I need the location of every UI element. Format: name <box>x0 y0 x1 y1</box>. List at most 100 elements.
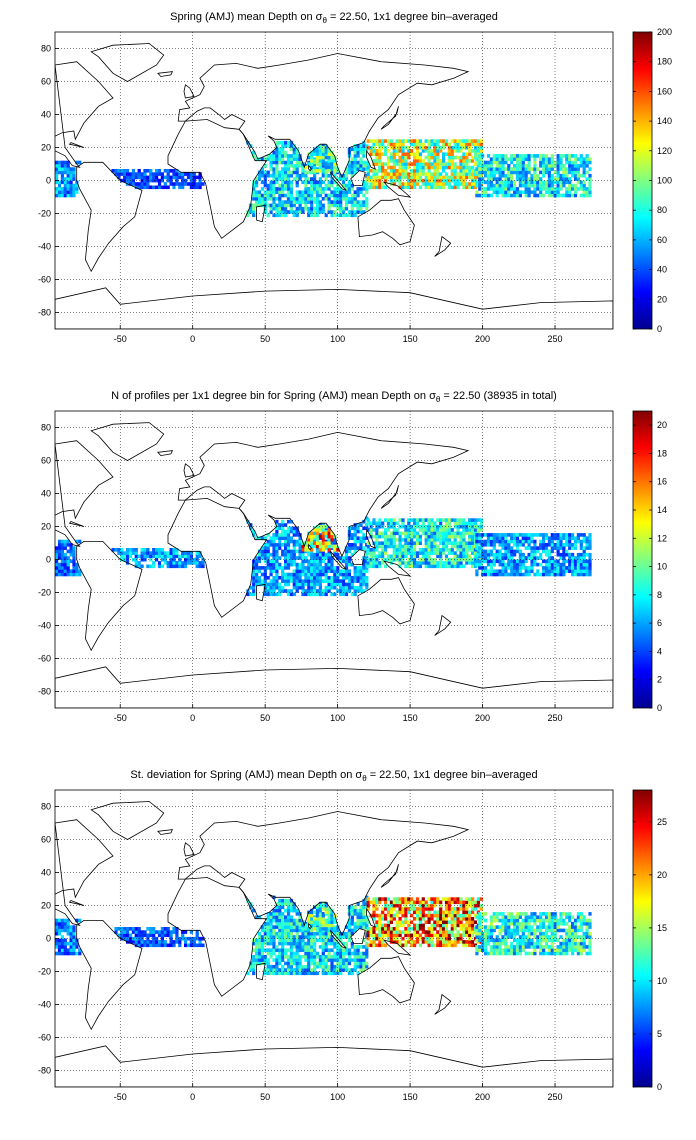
data-cell <box>318 155 322 160</box>
data-cell <box>57 170 62 175</box>
data-cell <box>365 961 369 966</box>
data-cell <box>353 154 357 158</box>
data-cell <box>481 572 485 577</box>
data-cell <box>255 203 259 208</box>
x-tick-label: 0 <box>190 713 195 723</box>
data-cell <box>462 544 466 549</box>
data-cell <box>69 572 73 577</box>
data-cell <box>313 556 317 560</box>
data-cell <box>386 541 391 545</box>
data-cell <box>384 538 388 542</box>
data-cell <box>465 541 469 545</box>
data-cell <box>286 177 291 181</box>
data-cell <box>339 200 343 204</box>
data-cell <box>401 152 405 156</box>
data-cell <box>459 182 463 186</box>
data-cell <box>327 180 331 185</box>
data-cell <box>284 160 288 165</box>
data-cell <box>510 546 514 550</box>
data-cell <box>310 951 314 956</box>
data-cell <box>459 172 463 176</box>
data-cell <box>495 190 499 194</box>
data-cell <box>66 183 70 188</box>
data-cell <box>307 180 311 185</box>
data-cell <box>198 551 202 555</box>
data-cell <box>536 533 540 537</box>
data-cell <box>484 566 488 570</box>
data-cell <box>518 569 522 573</box>
data-cell <box>436 155 440 160</box>
data-cell <box>281 206 285 211</box>
data-cell <box>134 548 138 552</box>
data-cell <box>427 169 431 173</box>
data-cell <box>588 533 592 537</box>
data-cell <box>436 554 440 559</box>
data-cell <box>286 925 291 929</box>
data-cell <box>281 154 285 158</box>
data-cell <box>498 533 502 537</box>
data-cell <box>353 964 357 969</box>
data-cell <box>427 534 431 539</box>
data-cell <box>307 917 311 921</box>
data-cell <box>404 551 408 555</box>
data-cell <box>295 569 299 573</box>
data-cell <box>281 523 285 527</box>
data-cell <box>295 529 299 534</box>
data-cell <box>321 917 325 921</box>
data-cell <box>327 155 331 160</box>
data-cell <box>313 544 317 549</box>
data-cell <box>404 139 408 143</box>
data-cell <box>281 902 285 906</box>
data-cell <box>433 900 437 905</box>
data-cell <box>252 566 256 570</box>
data-cell <box>392 900 396 905</box>
data-cell <box>286 154 291 158</box>
data-cell <box>330 955 334 959</box>
data-cell <box>281 941 285 946</box>
data-cell <box>263 955 267 959</box>
data-cell <box>356 210 360 214</box>
data-cell <box>356 908 360 913</box>
data-cell <box>372 897 376 901</box>
data-cell <box>504 190 508 194</box>
data-cell <box>450 155 454 160</box>
data-cell <box>318 964 322 969</box>
data-cell <box>362 526 366 531</box>
data-cell <box>389 175 393 180</box>
data-cell <box>495 552 499 557</box>
data-cell <box>495 177 499 181</box>
data-cell <box>66 941 70 946</box>
data-cell <box>486 533 491 537</box>
data-cell <box>547 543 551 547</box>
data-cell <box>430 557 434 562</box>
data-cell <box>353 543 357 547</box>
data-cell <box>284 931 288 936</box>
data-cell <box>269 579 273 583</box>
data-cell <box>289 193 293 198</box>
data-cell <box>321 566 325 570</box>
data-cell <box>478 157 482 161</box>
data-cell <box>347 589 351 593</box>
data-cell <box>330 177 334 181</box>
data-cell <box>524 556 528 560</box>
data-cell <box>269 566 273 570</box>
data-cell <box>134 554 138 559</box>
data-cell <box>401 149 405 153</box>
data-cell <box>465 548 469 552</box>
data-cell <box>389 900 393 905</box>
data-cell <box>310 552 314 557</box>
data-cell <box>462 182 466 186</box>
data-cell <box>344 177 349 181</box>
data-cell <box>289 931 293 936</box>
data-cell <box>518 183 522 188</box>
data-cell <box>344 576 349 580</box>
region-west-pacific-warm-pool <box>366 139 483 190</box>
data-cell <box>433 557 437 562</box>
data-cell <box>284 579 288 583</box>
data-cell <box>324 945 328 949</box>
data-cell <box>269 948 273 952</box>
data-cell <box>60 549 64 554</box>
data-cell <box>395 554 399 559</box>
data-cell <box>60 164 64 168</box>
data-cell <box>344 549 349 554</box>
